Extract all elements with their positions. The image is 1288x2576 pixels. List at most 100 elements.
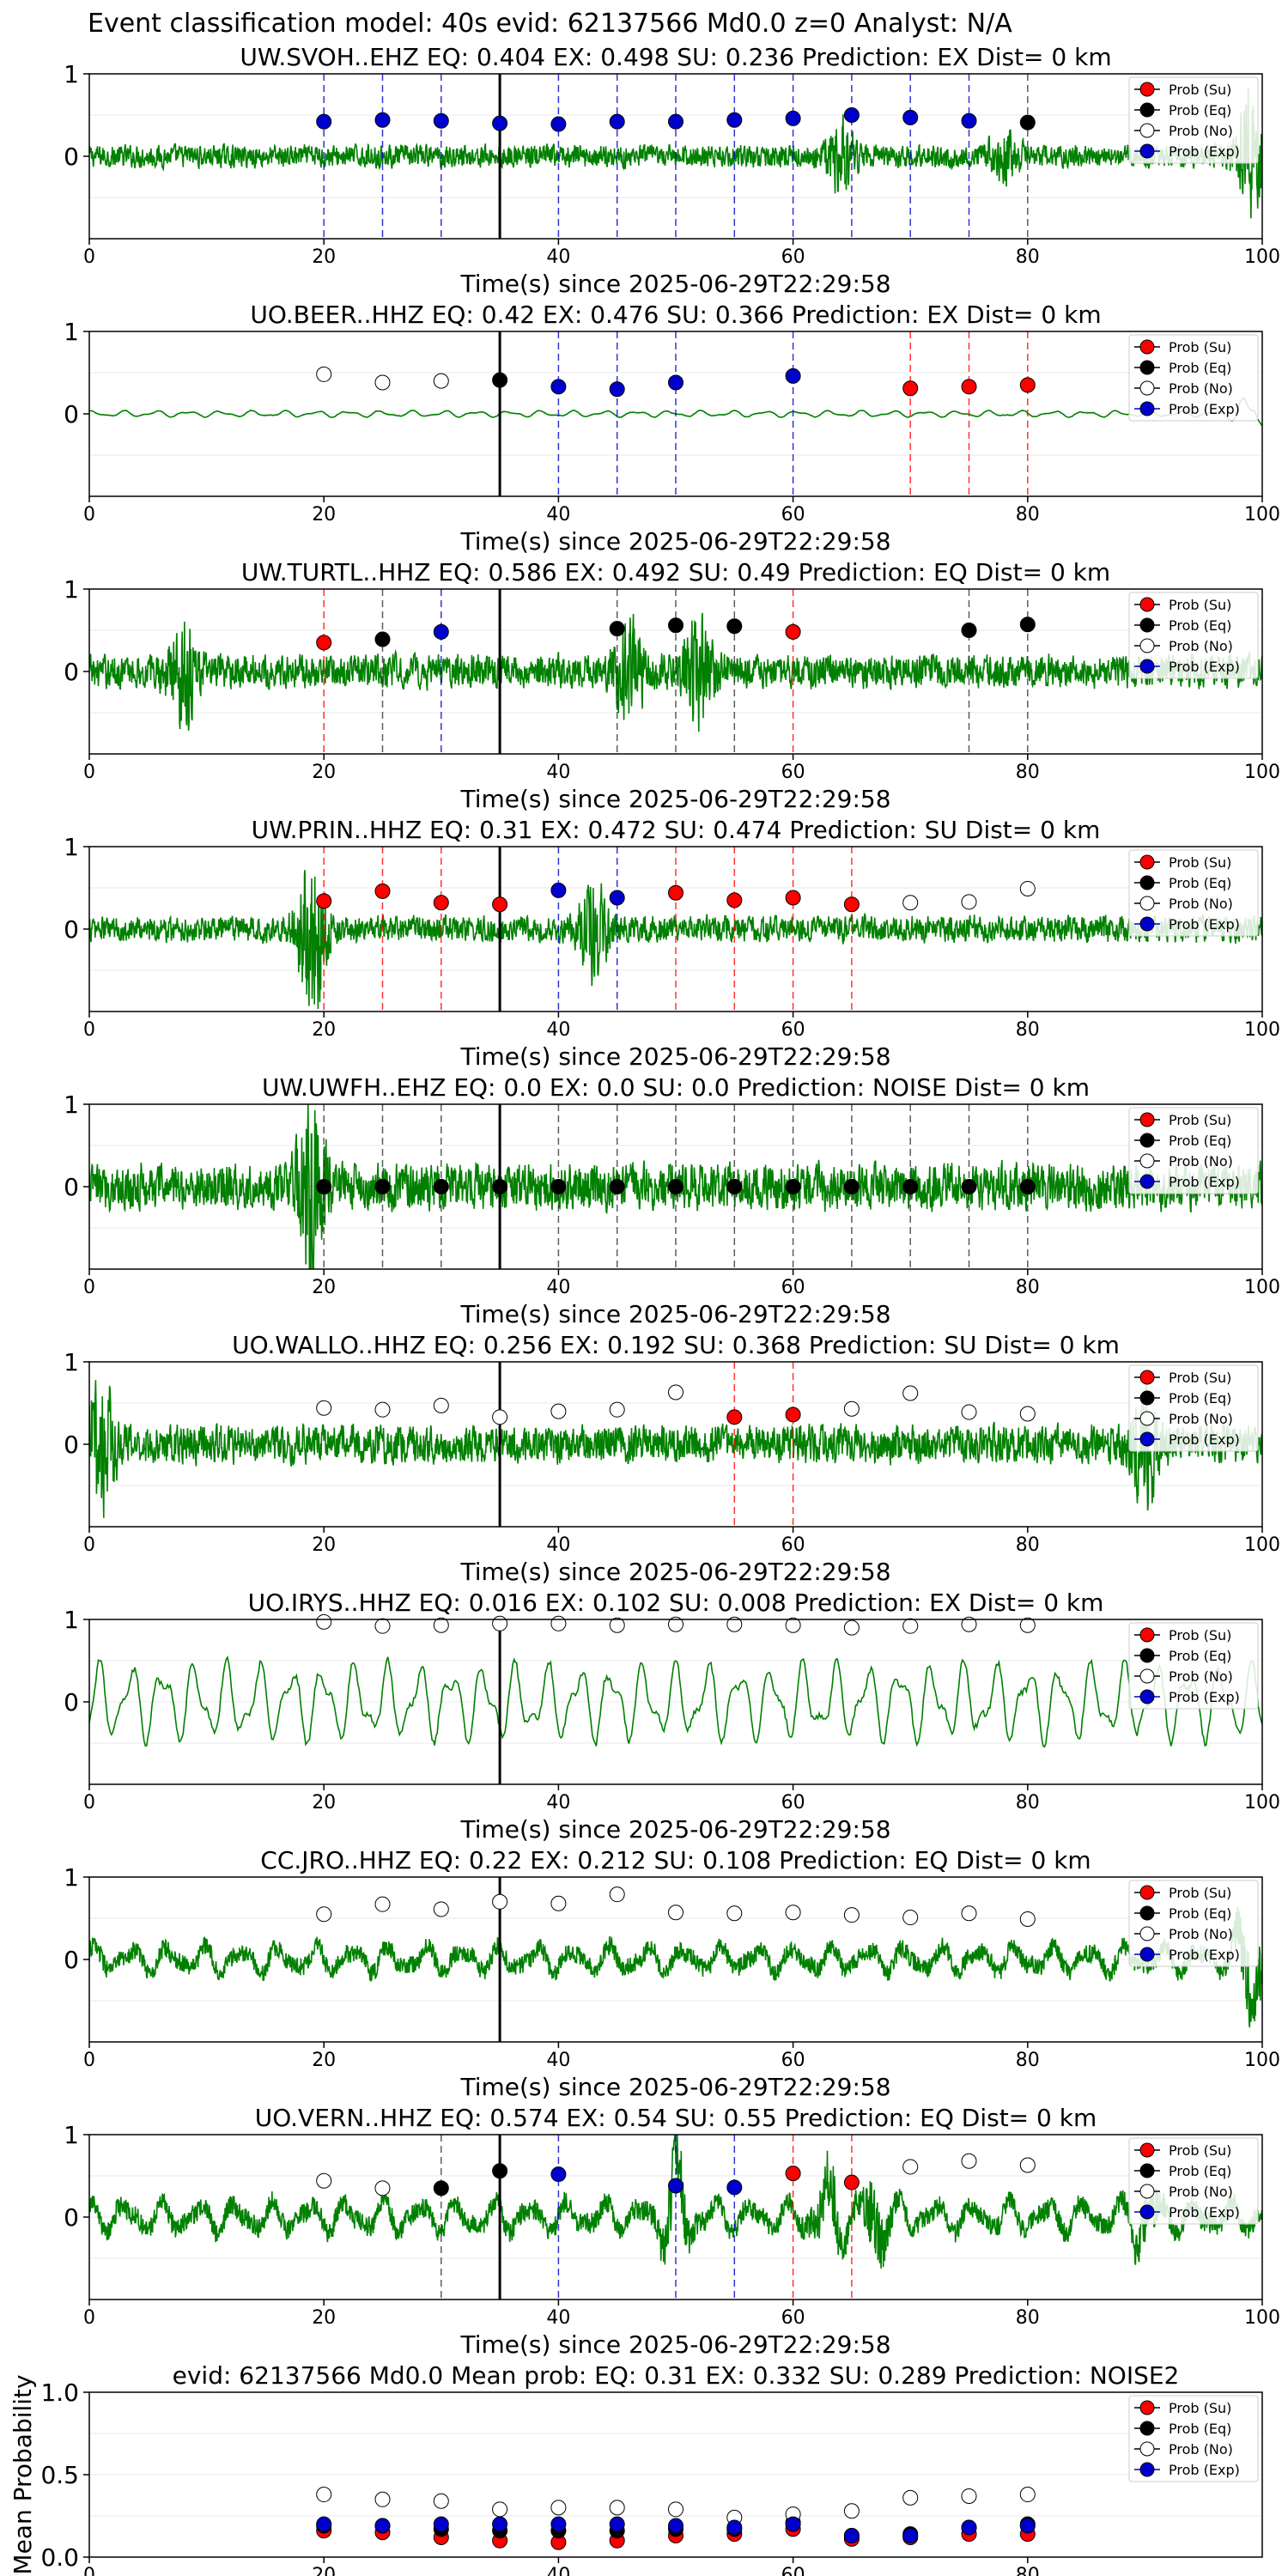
legend-label-eq: Prob (Eq) (1169, 1390, 1231, 1406)
y-tick-label: 0 (64, 1688, 79, 1716)
prob-marker-exp (726, 2179, 743, 2196)
legend: Prob (Su) Prob (Eq) Prob (No) Prob (Exp) (1128, 76, 1259, 164)
x-tick-label: 0 (83, 1019, 95, 1041)
prob-marker-su (726, 1409, 743, 1425)
legend-label-su: Prob (Su) (1169, 1627, 1231, 1643)
x-tick-label: 60 (781, 1277, 805, 1298)
prob-marker-no (785, 1905, 801, 1921)
prob-marker-su (316, 635, 332, 651)
y-tick-label: 1 (64, 833, 79, 861)
prob-marker-eq (492, 2163, 508, 2179)
legend-marker-exp (1139, 916, 1155, 932)
legend-label-exp: Prob (Exp) (1169, 143, 1240, 160)
y-tick-label: 1 (64, 1606, 79, 1634)
mean-marker-no (433, 2493, 449, 2509)
prob-marker-no (492, 1409, 508, 1425)
panel-10: evid: 62137566 Md0.0 Mean prob: EQ: 0.31… (9, 2361, 1263, 2576)
prob-marker-eq (726, 1179, 743, 1194)
legend-marker-eq (1139, 2421, 1155, 2436)
x-tick-label: 60 (781, 1019, 805, 1041)
panel-title: UW.UWFH..EHZ EQ: 0.0 EX: 0.0 SU: 0.0 Pre… (262, 1073, 1090, 1102)
legend-frame (1128, 1107, 1259, 1194)
x-tick-label: 20 (312, 1019, 336, 1041)
x-tick-label: 60 (781, 246, 805, 268)
mean-marker-no (961, 2488, 977, 2504)
legend-label-su: Prob (Su) (1169, 1112, 1231, 1128)
prob-marker-no (316, 1613, 332, 1630)
prob-marker-no (374, 1618, 391, 1634)
legend-label-su: Prob (Su) (1169, 82, 1231, 98)
legend-label-su: Prob (Su) (1169, 1885, 1231, 1901)
prob-marker-su (785, 890, 801, 906)
prob-marker-no (902, 895, 919, 911)
x-tick-label: 80 (1016, 2050, 1040, 2071)
x-tick-label: 80 (1016, 1019, 1040, 1041)
mean-marker-exp (843, 2528, 860, 2544)
plot-area (89, 588, 1262, 754)
x-axis-label: Time(s) since 2025-06-29T22:29:58 (459, 1558, 890, 1586)
legend-label-no: Prob (No) (1169, 1668, 1233, 1685)
prob-marker-su (433, 895, 449, 911)
x-tick-label: 80 (1016, 2307, 1040, 2329)
x-tick-label: 20 (312, 504, 336, 526)
prob-marker-no (1019, 1406, 1036, 1422)
legend-frame (1128, 2395, 1259, 2482)
legend-frame (1128, 334, 1259, 422)
x-tick-label: 40 (546, 504, 570, 526)
legend-marker-exp (1139, 659, 1155, 674)
panel-title: CC.JRO..HHZ EQ: 0.22 EX: 0.212 SU: 0.108… (260, 1846, 1091, 1874)
legend-label-exp: Prob (Exp) (1169, 916, 1240, 933)
y-tick-label: 0.5 (40, 2461, 79, 2489)
legend-marker-no (1139, 1926, 1155, 1941)
x-tick-label: 80 (1016, 1277, 1040, 1298)
legend-label-eq: Prob (Eq) (1169, 1648, 1231, 1664)
prob-marker-eq (1019, 1179, 1036, 1194)
prob-marker-no (668, 1905, 683, 1921)
x-tick-label: 80 (1016, 762, 1040, 783)
prob-marker-no (1019, 880, 1036, 896)
plot-area (89, 73, 1262, 239)
x-tick-label: 20 (312, 2050, 336, 2071)
y-tick-label: 0 (64, 2203, 79, 2232)
prob-marker-exp (668, 2178, 683, 2194)
prob-marker-exp (785, 110, 801, 126)
legend-label-no: Prob (No) (1169, 1411, 1233, 1427)
prob-marker-eq (668, 1179, 683, 1194)
prob-marker-eq (961, 623, 977, 638)
panel-6: UO.WALLO..HHZ EQ: 0.256 EX: 0.192 SU: 0.… (64, 1331, 1280, 1586)
mean-marker-exp (726, 2519, 743, 2536)
mean-marker-no (609, 2500, 625, 2516)
legend-marker-su (1139, 1885, 1155, 1900)
mean-marker-exp (1019, 2518, 1036, 2534)
x-tick-label: 0 (83, 1277, 95, 1298)
figure-title: Event classification model: 40s evid: 62… (88, 9, 1012, 39)
prob-marker-no (843, 1619, 860, 1636)
legend-marker-no (1139, 1668, 1155, 1684)
y-tick-label: 1 (64, 575, 79, 604)
prob-marker-no (961, 1404, 977, 1420)
prob-marker-exp (668, 113, 683, 130)
prob-marker-no (316, 2172, 332, 2189)
legend: Prob (Su) Prob (Eq) Prob (No) Prob (Exp) (1128, 1107, 1259, 1194)
prob-marker-no (785, 1617, 801, 1633)
legend-marker-su (1139, 2400, 1155, 2415)
panel-title: UW.SVOH..EHZ EQ: 0.404 EX: 0.498 SU: 0.2… (240, 43, 1111, 71)
prob-marker-su (374, 883, 391, 899)
panel-9: UO.VERN..HHZ EQ: 0.574 EX: 0.54 SU: 0.55… (64, 2104, 1280, 2359)
prob-marker-no (668, 1616, 683, 1632)
prob-marker-eq (433, 1179, 449, 1194)
x-tick-label: 20 (312, 1792, 336, 1814)
mean-marker-exp (374, 2518, 391, 2534)
prob-marker-eq (785, 1179, 801, 1194)
legend-marker-eq (1139, 617, 1155, 633)
prob-marker-eq (492, 372, 508, 388)
prob-marker-eq (492, 1179, 508, 1194)
legend-label-no: Prob (No) (1169, 2184, 1233, 2200)
x-tick-label: 100 (1244, 1019, 1280, 1041)
prob-marker-no (609, 1617, 625, 1633)
legend-label-eq: Prob (Eq) (1169, 617, 1231, 634)
prob-marker-no (726, 1616, 743, 1632)
prob-marker-eq (609, 1179, 625, 1194)
legend-marker-eq (1139, 1390, 1155, 1406)
mean-marker-no (902, 2489, 919, 2506)
